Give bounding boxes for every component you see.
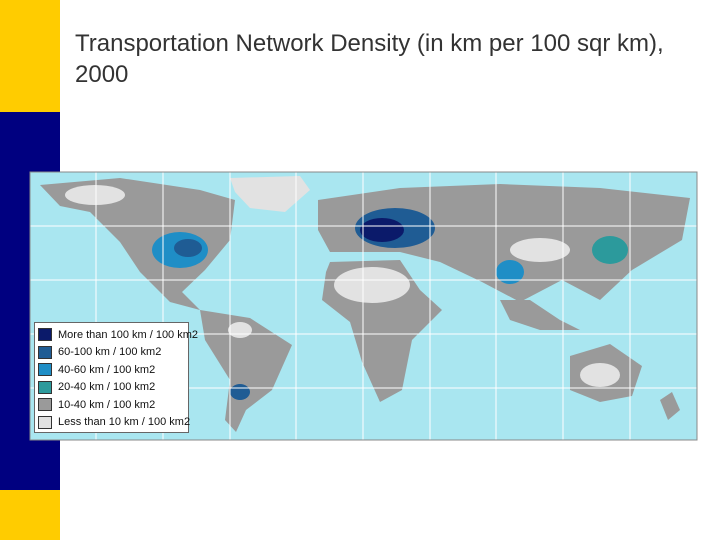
legend-item: Less than 10 km / 100 km2	[38, 414, 191, 432]
legend-label: 40-60 km / 100 km2	[58, 363, 156, 376]
legend-swatch	[38, 345, 52, 359]
legend-swatch	[38, 415, 52, 429]
accent-bar	[0, 490, 60, 540]
legend: More than 100 km / 100 km2 60-100 km / 10…	[34, 322, 198, 433]
high-density	[152, 208, 628, 400]
legend-item: 20-40 km / 100 km2	[38, 379, 188, 397]
legend-item: 10-40 km / 100 km2	[38, 396, 188, 414]
legend-item: More than 100 km / 100 km2	[38, 326, 198, 344]
legend-item: 60-100 km / 100 km2	[38, 344, 188, 362]
legend-label: Less than 10 km / 100 km2	[58, 416, 191, 429]
legend-swatch	[38, 363, 52, 377]
legend-label: More than 100 km / 100 km2	[58, 328, 199, 341]
legend-swatch	[38, 328, 52, 342]
legend-label: 10-40 km / 100 km2	[58, 398, 156, 411]
legend-swatch	[38, 380, 52, 394]
slide-title: Transportation Network Density (in km pe…	[75, 30, 664, 88]
legend-swatch	[38, 398, 52, 412]
map-frame	[29, 171, 698, 441]
legend-label: 60-100 km / 100 km2	[58, 346, 162, 359]
accent-bar	[0, 0, 60, 112]
legend-label: 20-40 km / 100 km2	[58, 381, 156, 394]
legend-item: 40-60 km / 100 km2	[38, 361, 188, 379]
low-density	[65, 176, 620, 387]
